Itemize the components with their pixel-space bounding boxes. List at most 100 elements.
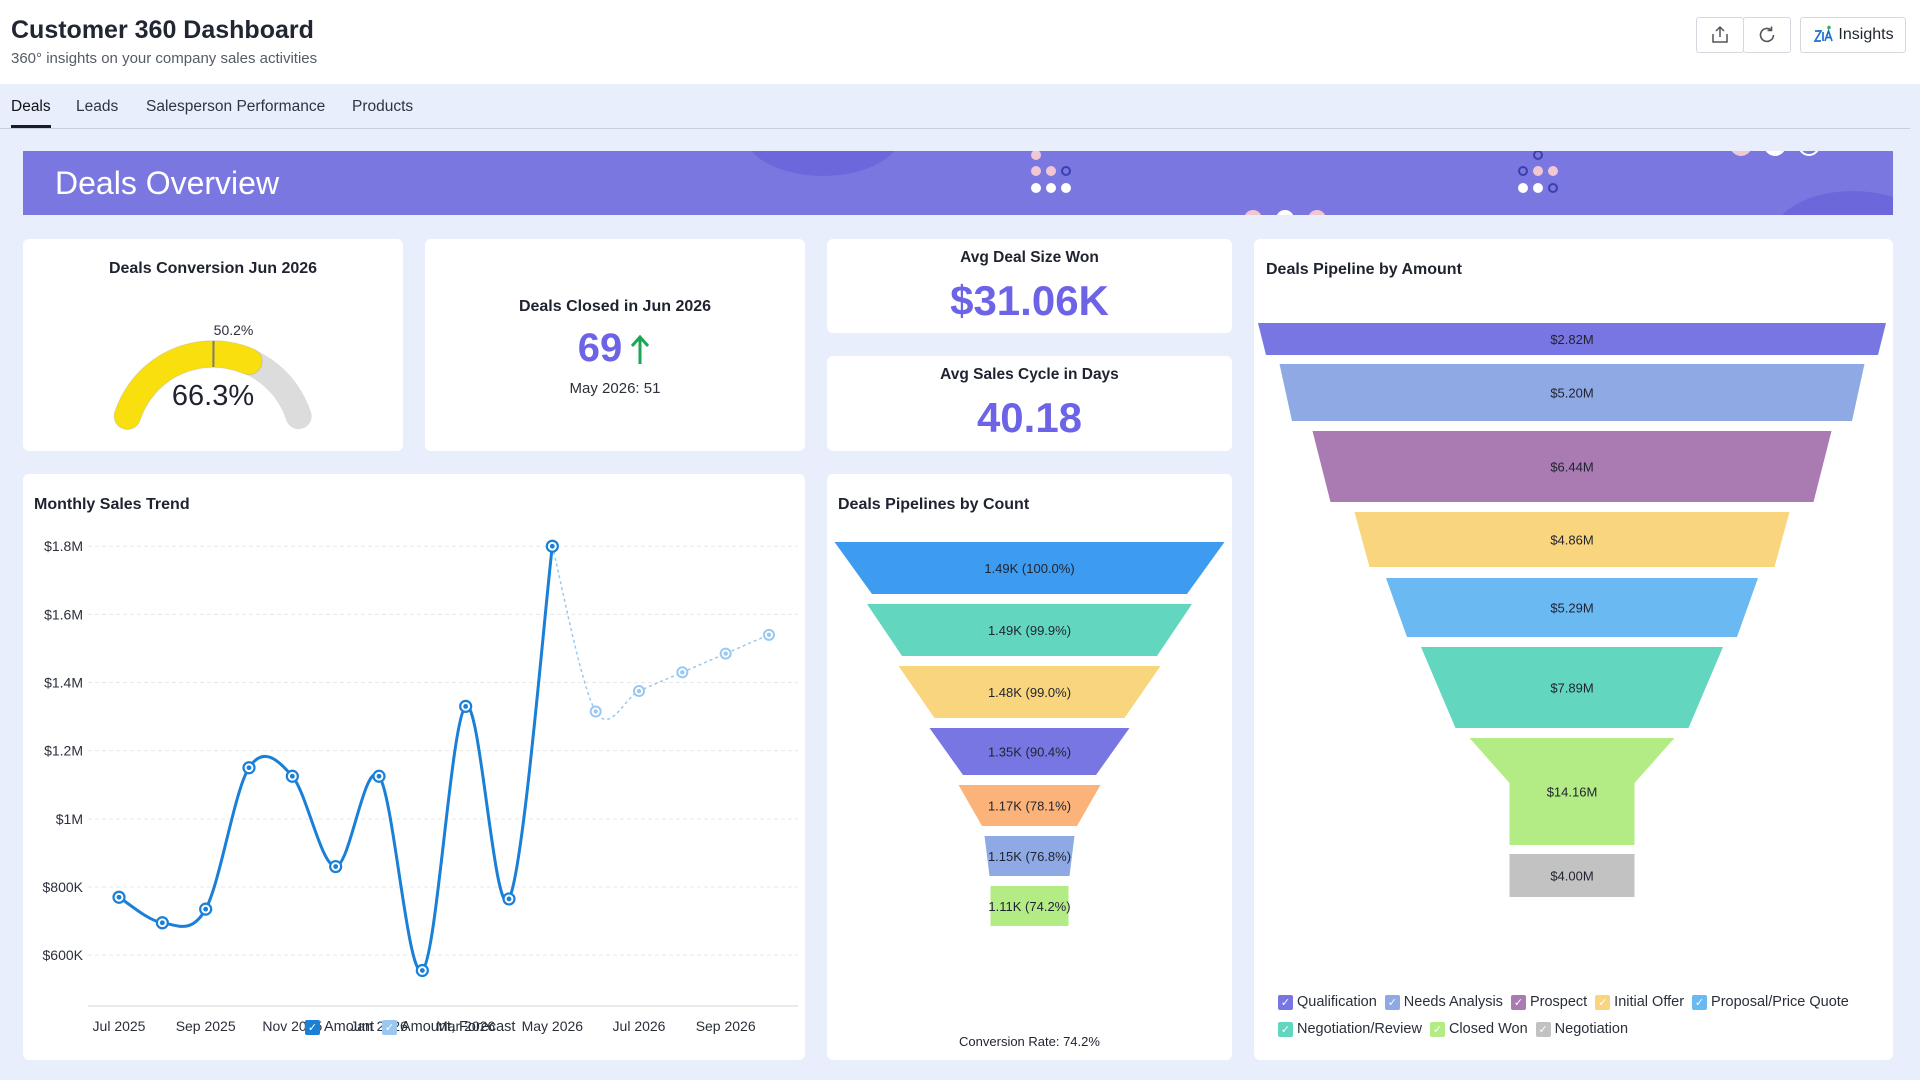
deals-closed-card: Deals Closed in Jun 2026 69 May 2026: 51 xyxy=(425,239,805,451)
arrow-up-icon xyxy=(631,334,650,364)
amount-legend-row-2: ✓ Negotiation/Review ✓ Closed Won ✓ Negotiati… xyxy=(1278,1021,1636,1037)
funnel-stage-label: $14.16M xyxy=(1547,785,1598,800)
funnel-stage[interactable] xyxy=(1509,854,1635,897)
legend-item-amount-forecast[interactable]: ✓ Amount, Forecast xyxy=(381,1019,516,1035)
header-bar: Customer 360 Dashboard 360° insights on … xyxy=(0,0,1920,84)
insights-label: Insights xyxy=(1838,26,1894,43)
amount-data-point-dot xyxy=(159,920,165,926)
funnel-stage[interactable] xyxy=(867,604,1192,656)
funnel-stage[interactable] xyxy=(1312,431,1832,502)
checkbox-icon: ✓ xyxy=(1595,994,1611,1010)
funnel-stage[interactable] xyxy=(1421,647,1723,728)
amount-data-point-dot xyxy=(506,896,512,902)
gauge-marker-label: 50.2% xyxy=(214,322,254,338)
funnel-stage-label: 1.35K (90.4%) xyxy=(988,745,1071,760)
legend-item[interactable]: ✓ Initial Offer xyxy=(1595,994,1684,1010)
funnel-stage[interactable] xyxy=(990,886,1069,926)
amount-data-point-dot xyxy=(333,864,339,869)
funnel-stage-label: 1.17K (78.1%) xyxy=(988,799,1071,814)
y-tick-label: $1.8M xyxy=(44,538,83,554)
legend-item[interactable]: ✓ Negotiation/Review xyxy=(1278,1021,1422,1037)
amount-legend-row-1: ✓ Qualification ✓ Needs Analysis ✓ Prospect ✓ I… xyxy=(1278,994,1857,1010)
funnel-stage-label: $4.00M xyxy=(1550,869,1593,884)
page-title: Customer 360 Dashboard xyxy=(11,16,314,44)
legend-label: Negotiation xyxy=(1554,1021,1629,1037)
legend-item[interactable]: ✓ Closed Won xyxy=(1429,1021,1528,1037)
funnel-stage-label: $2.82M xyxy=(1550,332,1593,347)
export-icon xyxy=(1712,25,1728,43)
tab-deals[interactable]: Deals xyxy=(11,98,51,128)
funnel-stage-label: $4.86M xyxy=(1550,533,1593,548)
forecast-data-point-dot xyxy=(636,688,642,694)
deals-closed-value: 69 xyxy=(577,326,623,370)
funnel-stage[interactable] xyxy=(898,666,1161,718)
amount-data-point-dot xyxy=(116,894,122,900)
deals-pipeline-amount-title: Deals Pipeline by Amount xyxy=(1266,261,1462,278)
refresh-icon xyxy=(1759,26,1775,43)
checkbox-icon: ✓ xyxy=(1692,994,1708,1010)
deals-pipeline-amount-funnel: $2.82M $5.20M $6.44M $4.86M $5.29M $7.89M $14.… xyxy=(1258,323,1886,897)
amount-data-point-dot xyxy=(289,773,295,779)
funnel-stage[interactable] xyxy=(984,836,1075,876)
checkbox-icon: ✓ xyxy=(381,1019,397,1035)
y-tick-label: $1M xyxy=(56,811,83,827)
deals-pipeline-count-card: Deals Pipelines by Count 1.49K (100.0%) 1… xyxy=(827,474,1232,1060)
avg-deal-size-title: Avg Deal Size Won xyxy=(960,249,1099,266)
banner-title: Deals Overview xyxy=(55,165,280,201)
x-tick-label: Jul 2025 xyxy=(93,1018,146,1034)
amount-data-point-dot xyxy=(203,906,209,912)
tab-products[interactable]: Products xyxy=(352,98,414,115)
deals-closed-value-row: 69 xyxy=(425,326,805,371)
refresh-button[interactable] xyxy=(1743,17,1791,53)
amount-data-point-dot xyxy=(463,703,469,709)
legend-label: Proposal/Price Quote xyxy=(1711,994,1849,1010)
deals-closed-comparison: May 2026: 51 xyxy=(569,380,661,397)
funnel-stage-label: 1.11K (74.2%) xyxy=(988,899,1070,914)
checkbox-icon: ✓ xyxy=(1429,1021,1445,1037)
forecast-data-point-dot xyxy=(593,709,598,714)
funnel-stage[interactable] xyxy=(1386,578,1758,637)
legend-item[interactable]: ✓ Proposal/Price Quote xyxy=(1692,994,1849,1010)
legend-label: Negotiation/Review xyxy=(1297,1021,1422,1037)
funnel-stage[interactable] xyxy=(1354,512,1790,567)
legend-label: Prospect xyxy=(1529,994,1588,1010)
monthly-sales-trend-title: Monthly Sales Trend xyxy=(34,496,190,513)
funnel-stage-label: $7.89M xyxy=(1550,681,1593,696)
legend-label-amount: Amount xyxy=(324,1019,374,1035)
avg-sales-cycle-card: Avg Sales Cycle in Days 40.18 xyxy=(827,356,1232,451)
gauge-fill xyxy=(114,341,262,430)
funnel-stage[interactable] xyxy=(958,785,1101,826)
funnel-stage[interactable] xyxy=(834,542,1225,594)
deals-conversion-gauge: 50.2% 66.3% xyxy=(114,322,312,430)
legend-item[interactable]: ✓ Needs Analysis xyxy=(1384,994,1503,1010)
y-tick-label: $1.2M xyxy=(44,743,83,759)
y-tick-label: $1.6M xyxy=(44,606,83,622)
legend-item[interactable]: ✓ Qualification xyxy=(1278,994,1377,1010)
legend-item[interactable]: ✓ Negotiation xyxy=(1535,1021,1629,1037)
tab-salesperson-performance[interactable]: Salesperson Performance xyxy=(146,98,326,115)
tab-leads[interactable]: Leads xyxy=(76,98,119,115)
funnel-stage[interactable] xyxy=(1279,364,1865,421)
funnel-stage[interactable] xyxy=(1469,738,1675,845)
legend-label-amount-forecast: Amount, Forecast xyxy=(400,1019,516,1035)
monthly-sales-line-chart: $600K $800K $1M $1.2M $1.4M $1.6M $1.8M Jul 202… xyxy=(43,538,798,1034)
tab-bar: Deals Leads Salesperson Performance Prod… xyxy=(0,84,1910,129)
legend-item[interactable]: ✓ Prospect xyxy=(1510,994,1588,1010)
avg-sales-cycle-value: 40.18 xyxy=(976,394,1083,441)
insights-button[interactable]: Insights xyxy=(1800,17,1906,53)
export-button[interactable] xyxy=(1696,17,1744,53)
x-tick-label: Sep 2025 xyxy=(176,1018,236,1034)
dashboard-content: Deals Leads Salesperson Performance Prod… xyxy=(0,84,1920,1080)
y-tick-label: $800K xyxy=(43,879,84,895)
insights-zia-icon xyxy=(1813,25,1834,42)
funnel-stage[interactable] xyxy=(929,728,1130,775)
forecast-data-point-dot xyxy=(680,670,685,675)
funnel-stage-label: 1.15K (76.8%) xyxy=(988,849,1071,864)
funnel-stage-label: $5.20M xyxy=(1550,386,1593,401)
deals-closed-title: Deals Closed in Jun 2026 xyxy=(518,298,712,315)
checkbox-icon: ✓ xyxy=(1278,994,1293,1010)
funnel-stage[interactable] xyxy=(1258,323,1886,355)
legend-item-amount[interactable]: ✓ Amount xyxy=(305,1019,374,1035)
funnel-stage-label: 1.49K (100.0%) xyxy=(984,561,1074,576)
amount-data-point-dot xyxy=(549,543,555,549)
